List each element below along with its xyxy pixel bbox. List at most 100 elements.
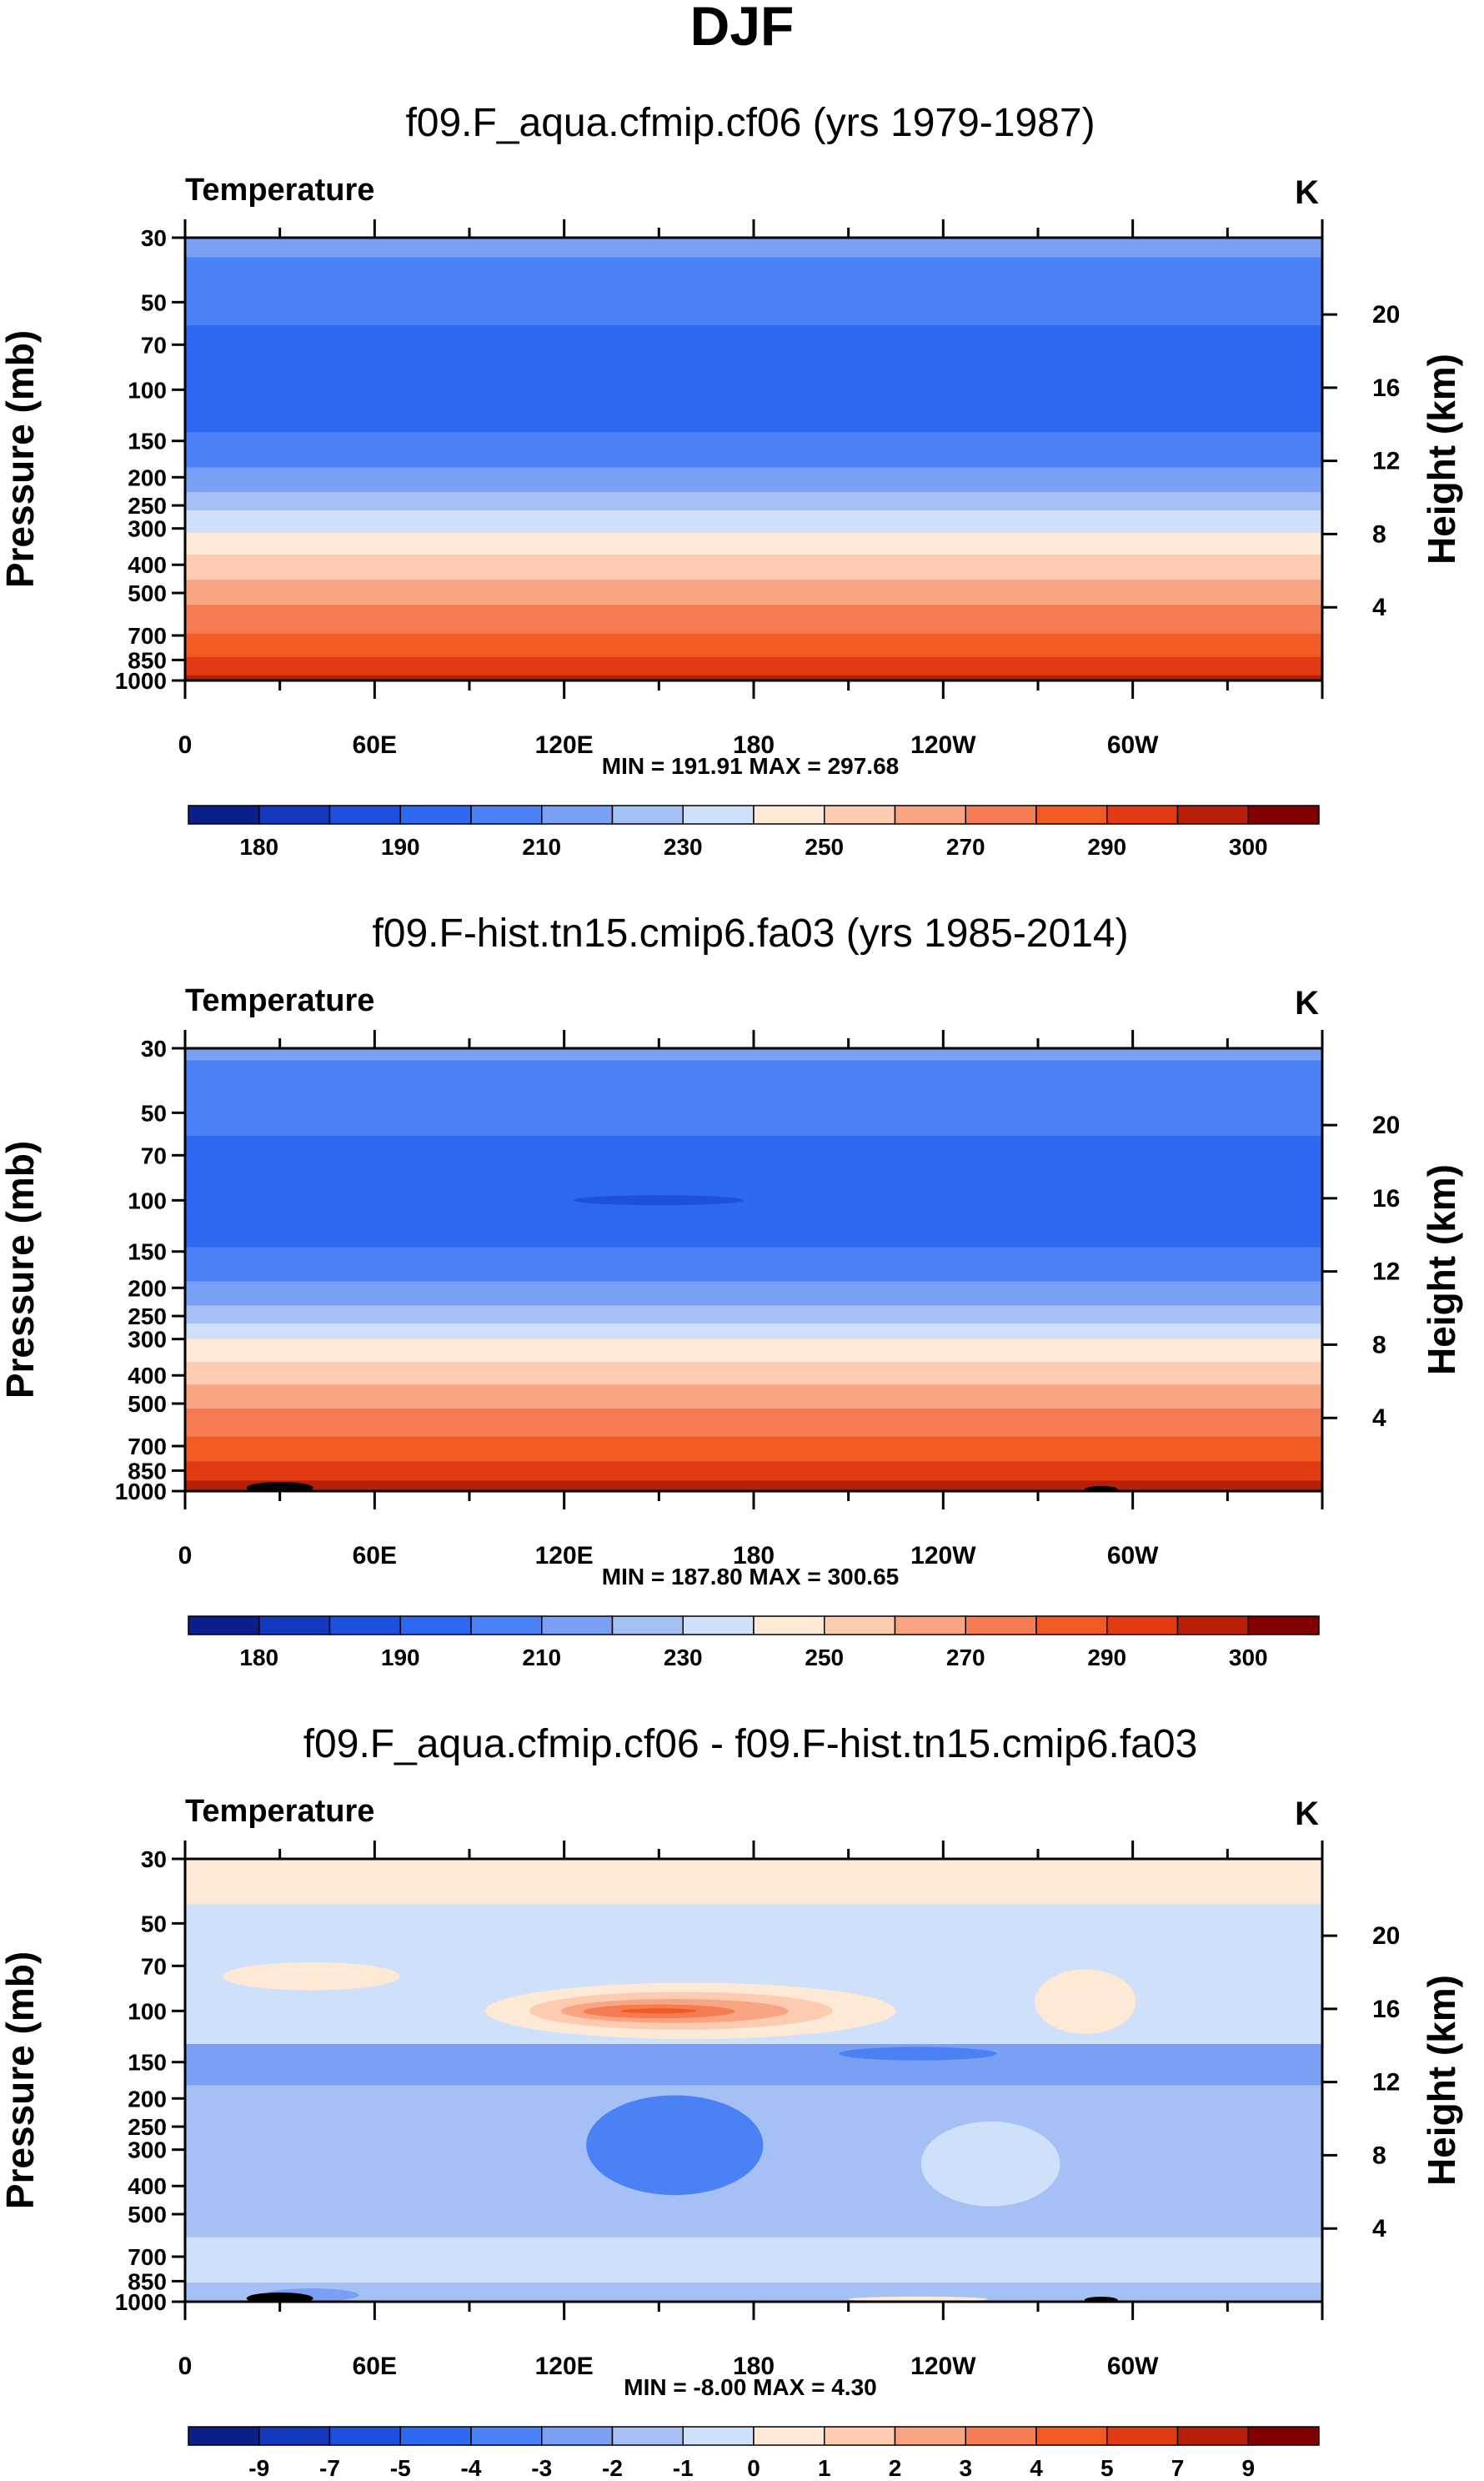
panels: f09.F_aqua.cfmip.cf06 (yrs 1979-1987) Tem…	[0, 101, 1463, 2481]
colorbar-swatch	[682, 2426, 755, 2446]
y-tick-label: 250	[128, 493, 167, 519]
colorbar-swatch	[965, 1615, 1037, 1635]
x-tick-label: 180	[733, 2353, 775, 2380]
panel-2: f09.F-hist.tn15.cmip6.fa03 (yrs 1985-201…	[0, 912, 1463, 1670]
contour-band	[185, 1048, 1322, 1061]
x-tick-label: 0	[178, 2353, 193, 2380]
stats-label: MIN = 191.91 MAX = 297.68	[602, 753, 899, 779]
colorbar-label: -7	[319, 2455, 340, 2481]
y2-tick-label: 4	[1372, 2215, 1386, 2242]
y-tick-label: 30	[141, 225, 167, 251]
contour-band	[185, 2237, 1322, 2283]
colorbar-label: 210	[522, 834, 561, 860]
y2-tick-label: 16	[1372, 374, 1400, 402]
stats-label: MIN = -8.00 MAX = 4.30	[624, 2374, 876, 2400]
surface-topography	[246, 1482, 313, 1491]
colorbar-swatch	[824, 1615, 896, 1635]
variable-label: Temperature	[185, 1794, 374, 1829]
contour-blob	[920, 2121, 1060, 2207]
x-tick-label: 120E	[535, 731, 594, 759]
y-tick-label: 100	[128, 377, 167, 403]
contour-band	[185, 605, 1322, 635]
contour-blob	[839, 2047, 997, 2061]
x-tick-label: 60W	[1107, 731, 1159, 759]
surface-topography	[246, 2293, 313, 2302]
y-axis-label: Pressure (mb)	[0, 330, 42, 588]
contour-band	[185, 1408, 1322, 1438]
contour-band	[185, 238, 1322, 258]
panel-title: f09.F_aqua.cfmip.cf06 (yrs 1979-1987)	[405, 101, 1095, 145]
y-tick-label: 400	[128, 2173, 167, 2199]
y-tick-label: 200	[128, 2086, 167, 2112]
contour-band	[185, 1247, 1322, 1283]
contour-band	[185, 467, 1322, 493]
y2-axis-label: Height (km)	[1420, 1975, 1463, 2186]
contour-band	[185, 1859, 1322, 1906]
colorbar-swatch	[1176, 2426, 1249, 2446]
colorbar-label: 3	[959, 2455, 972, 2481]
colorbar-swatch	[1176, 805, 1249, 825]
y-tick-label: 700	[128, 1434, 167, 1459]
colorbar-swatch	[682, 1615, 755, 1635]
colorbar-swatch	[188, 805, 260, 825]
colorbar-label: -4	[461, 2455, 482, 2481]
y-tick-label: 500	[128, 2202, 167, 2227]
colorbar-swatch	[328, 805, 401, 825]
contour-band	[185, 656, 1322, 676]
colorbar-label: -5	[390, 2455, 411, 2481]
colorbar-label: 250	[805, 1645, 844, 1670]
colorbar-swatch	[1247, 1615, 1320, 1635]
x-tick-label: 60E	[353, 731, 397, 759]
colorbar-swatch	[824, 2426, 896, 2446]
y-tick-label: 1000	[115, 668, 167, 694]
y-tick-label: 500	[128, 580, 167, 606]
contour-band	[185, 510, 1322, 534]
y-tick-label: 70	[141, 1953, 167, 1979]
colorbar-swatch	[1106, 805, 1179, 825]
colorbar-label: 290	[1087, 1645, 1126, 1670]
colorbar-swatch	[1035, 805, 1108, 825]
colorbar-swatch	[470, 2426, 543, 2446]
colorbar-swatch	[541, 805, 614, 825]
colorbar-swatch	[328, 2426, 401, 2446]
contour-blob	[223, 1961, 400, 1991]
colorbar-label: 230	[664, 834, 703, 860]
colorbar-swatch	[1035, 2426, 1108, 2446]
plot-area	[185, 1859, 1322, 2302]
units-label: K	[1295, 174, 1319, 211]
contour-band	[185, 1384, 1322, 1409]
y-tick-label: 700	[128, 2244, 167, 2270]
y-tick-label: 400	[128, 552, 167, 578]
colorbar-swatch	[188, 1615, 260, 1635]
y2-tick-label: 12	[1372, 448, 1400, 475]
colorbar-label: 190	[381, 1645, 420, 1670]
colorbar-label: 5	[1100, 2455, 1114, 2481]
contour-band	[185, 257, 1322, 326]
y-tick-label: 50	[141, 289, 167, 315]
contour-blob	[1035, 1969, 1136, 2034]
y2-tick-label: 16	[1372, 1996, 1400, 2023]
y-tick-label: 200	[128, 465, 167, 490]
colorbar-swatch	[1247, 2426, 1320, 2446]
colorbar-label: 270	[946, 834, 985, 860]
y-tick-label: 50	[141, 1911, 167, 1936]
x-tick-label: 60E	[353, 1542, 397, 1569]
units-label: K	[1295, 1795, 1319, 1832]
y-tick-label: 100	[128, 1188, 167, 1213]
plot-area	[185, 1048, 1322, 1491]
colorbar-swatch	[1035, 1615, 1108, 1635]
x-tick-label: 120E	[535, 2353, 594, 2380]
colorbar-label: 180	[239, 1645, 278, 1670]
contour-band	[185, 324, 1322, 433]
contour-blob	[620, 2008, 697, 2014]
y-tick-label: 250	[128, 1303, 167, 1329]
contour-band	[185, 1323, 1322, 1340]
colorbar-swatch	[965, 805, 1037, 825]
y-axis-label: Pressure (mb)	[0, 1141, 42, 1399]
y-tick-label: 30	[141, 1036, 167, 1062]
contour-blob	[848, 2296, 988, 2302]
colorbar-swatch	[611, 2426, 684, 2446]
contour-band	[185, 432, 1322, 468]
y-tick-label: 70	[141, 1143, 167, 1168]
